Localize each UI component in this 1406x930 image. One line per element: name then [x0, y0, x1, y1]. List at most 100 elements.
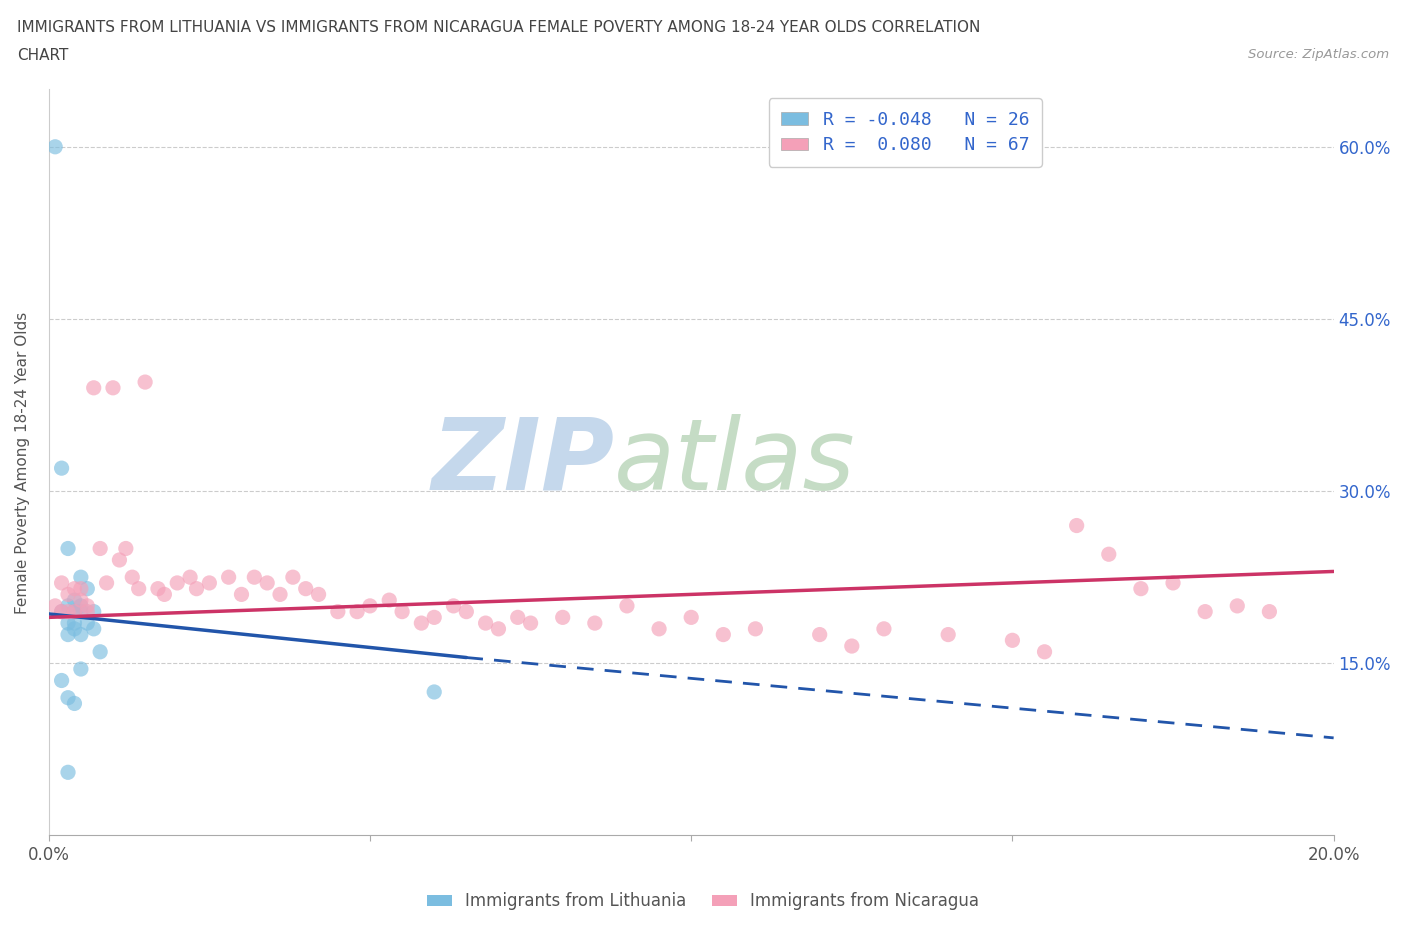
Point — [1033, 644, 1056, 659]
Point — [96, 576, 118, 591]
Point — [488, 621, 510, 636]
Point — [1001, 633, 1024, 648]
Point — [63, 621, 86, 636]
Point — [231, 587, 253, 602]
Point — [359, 598, 381, 613]
Point — [378, 592, 401, 607]
Point — [83, 380, 105, 395]
Point — [76, 604, 98, 619]
Point — [326, 604, 349, 619]
Point — [411, 616, 433, 631]
Text: atlas: atlas — [614, 414, 856, 511]
Point — [128, 581, 150, 596]
Point — [56, 587, 79, 602]
Point — [76, 581, 98, 596]
Point — [423, 610, 446, 625]
Point — [63, 696, 86, 711]
Point — [51, 460, 73, 475]
Text: ZIP: ZIP — [432, 414, 614, 511]
Point — [44, 598, 66, 613]
Point — [456, 604, 478, 619]
Legend: Immigrants from Lithuania, Immigrants from Nicaragua: Immigrants from Lithuania, Immigrants fr… — [420, 885, 986, 917]
Point — [243, 570, 266, 585]
Point — [744, 621, 766, 636]
Point — [44, 140, 66, 154]
Point — [281, 570, 304, 585]
Point — [56, 690, 79, 705]
Point — [70, 592, 93, 607]
Point — [56, 627, 79, 642]
Point — [63, 592, 86, 607]
Point — [1066, 518, 1088, 533]
Point — [841, 639, 863, 654]
Text: CHART: CHART — [17, 48, 69, 63]
Point — [108, 552, 131, 567]
Point — [56, 598, 79, 613]
Point — [51, 604, 73, 619]
Point — [134, 375, 156, 390]
Point — [711, 627, 734, 642]
Point — [1194, 604, 1216, 619]
Point — [391, 604, 413, 619]
Point — [616, 598, 638, 613]
Point — [63, 604, 86, 619]
Point — [198, 576, 221, 591]
Point — [70, 581, 93, 596]
Point — [51, 576, 73, 591]
Point — [121, 570, 143, 585]
Point — [269, 587, 291, 602]
Point — [808, 627, 831, 642]
Point — [56, 604, 79, 619]
Point — [873, 621, 896, 636]
Point — [166, 576, 188, 591]
Point — [474, 616, 496, 631]
Point — [936, 627, 959, 642]
Point — [51, 604, 73, 619]
Point — [186, 581, 208, 596]
Point — [70, 570, 93, 585]
Point — [1098, 547, 1121, 562]
Point — [1161, 576, 1184, 591]
Point — [443, 598, 465, 613]
Point — [51, 673, 73, 688]
Point — [63, 581, 86, 596]
Y-axis label: Female Poverty Among 18-24 Year Olds: Female Poverty Among 18-24 Year Olds — [15, 312, 30, 614]
Point — [70, 598, 93, 613]
Point — [308, 587, 330, 602]
Point — [256, 576, 278, 591]
Point — [89, 541, 111, 556]
Point — [346, 604, 368, 619]
Point — [56, 616, 79, 631]
Point — [76, 616, 98, 631]
Point — [551, 610, 574, 625]
Point — [294, 581, 316, 596]
Point — [56, 541, 79, 556]
Point — [63, 604, 86, 619]
Point — [583, 616, 606, 631]
Point — [681, 610, 703, 625]
Point — [1129, 581, 1152, 596]
Point — [1258, 604, 1281, 619]
Point — [506, 610, 529, 625]
Point — [179, 570, 201, 585]
Point — [83, 621, 105, 636]
Legend: R = -0.048   N = 26, R =  0.080   N = 67: R = -0.048 N = 26, R = 0.080 N = 67 — [769, 99, 1042, 166]
Point — [83, 604, 105, 619]
Point — [70, 627, 93, 642]
Point — [76, 598, 98, 613]
Text: IMMIGRANTS FROM LITHUANIA VS IMMIGRANTS FROM NICARAGUA FEMALE POVERTY AMONG 18-2: IMMIGRANTS FROM LITHUANIA VS IMMIGRANTS … — [17, 20, 980, 35]
Point — [1226, 598, 1249, 613]
Point — [70, 604, 93, 619]
Point — [56, 764, 79, 779]
Text: Source: ZipAtlas.com: Source: ZipAtlas.com — [1249, 48, 1389, 61]
Point — [218, 570, 240, 585]
Point — [115, 541, 138, 556]
Point — [89, 644, 111, 659]
Point — [101, 380, 124, 395]
Point — [63, 616, 86, 631]
Point — [70, 661, 93, 676]
Point — [153, 587, 176, 602]
Point — [648, 621, 671, 636]
Point — [423, 684, 446, 699]
Point — [519, 616, 541, 631]
